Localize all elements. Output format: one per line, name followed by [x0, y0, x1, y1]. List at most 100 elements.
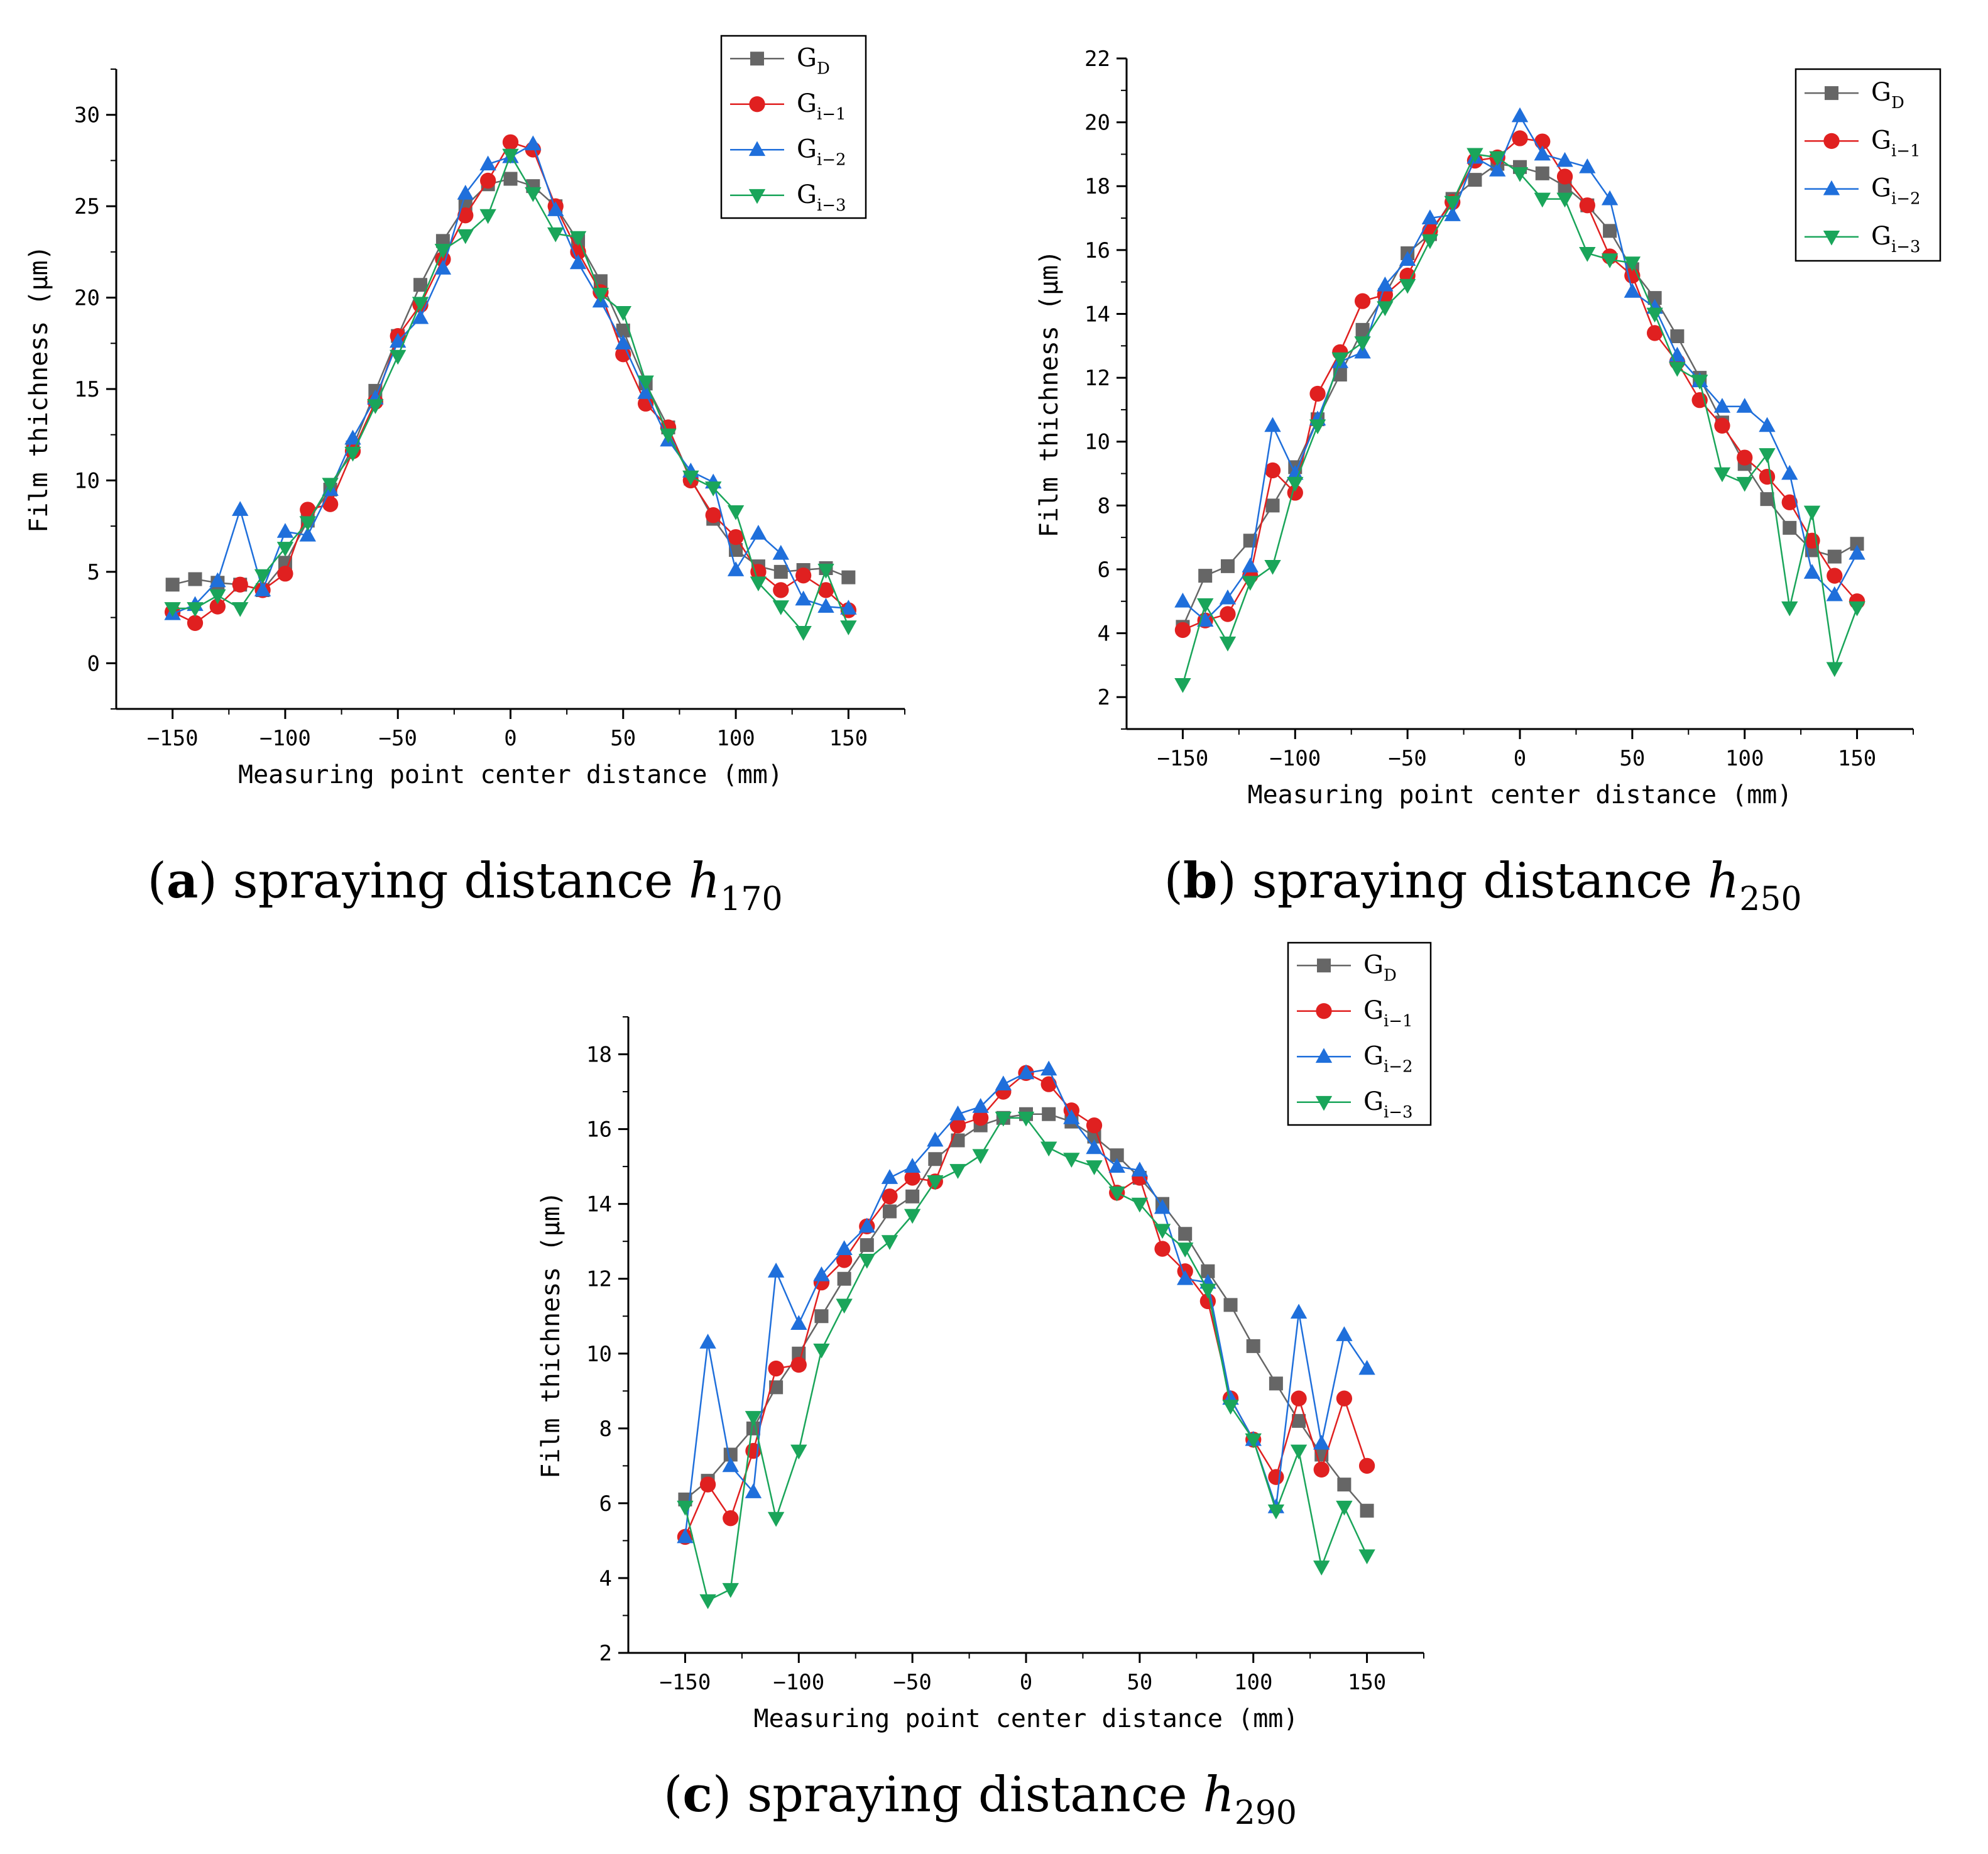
- legend-entry-name: G: [797, 180, 817, 209]
- x-tick-label: −150: [659, 1670, 711, 1695]
- legend-marker: [1823, 180, 1840, 195]
- data-point: [1131, 1197, 1149, 1213]
- data-point: [1534, 145, 1551, 161]
- caption-text: spraying distance: [1252, 853, 1708, 909]
- series-line: [1182, 137, 1858, 631]
- caption-variable: h: [1708, 853, 1739, 909]
- series-G-i−1: [677, 1065, 1375, 1545]
- legend-box: [1794, 68, 1942, 262]
- data-point: [1670, 329, 1685, 344]
- data-point: [750, 525, 767, 540]
- legend-entry-subscript: i−3: [817, 196, 846, 215]
- data-point: [1783, 520, 1797, 535]
- data-point: [1291, 1390, 1307, 1407]
- data-point: [795, 568, 812, 584]
- data-point: [1290, 1444, 1308, 1460]
- data-point: [951, 1133, 965, 1148]
- data-point: [1108, 1186, 1125, 1202]
- data-point: [817, 598, 834, 613]
- data-point: [1174, 677, 1191, 693]
- chart-b: −150 −100 −50 0 50 100 150 2 4 6 8 10 12 14 16 18 20 22 Me…: [1035, 47, 1942, 809]
- legend-entry-subscript: i−2: [1891, 190, 1921, 209]
- legend-marker: [749, 96, 765, 112]
- legend-entry-name: G: [797, 134, 817, 163]
- data-point: [705, 481, 722, 496]
- data-point: [1265, 498, 1280, 513]
- data-point: [840, 600, 857, 615]
- data-point: [1178, 1227, 1193, 1241]
- legend-entry: GD: [1871, 78, 1904, 112]
- y-tick-label: 5: [87, 560, 100, 585]
- series-line: [1182, 114, 1858, 622]
- data-point: [1198, 569, 1213, 583]
- data-point: [1713, 398, 1731, 413]
- x-axis-label: Measuring point center distance (mm): [238, 760, 783, 789]
- data-point: [1336, 1326, 1353, 1341]
- data-point: [616, 323, 630, 337]
- x-tick-label: 150: [1838, 746, 1876, 771]
- data-point: [1154, 1241, 1171, 1257]
- y-tick-label: 12: [586, 1267, 612, 1292]
- legend-marker: [748, 189, 766, 204]
- data-point: [949, 1105, 966, 1121]
- data-point: [699, 1476, 716, 1493]
- data-point: [1669, 361, 1686, 377]
- data-point: [1781, 494, 1798, 510]
- data-point: [1220, 559, 1235, 573]
- data-point: [1736, 398, 1753, 413]
- data-point: [1444, 206, 1461, 221]
- data-point: [1377, 276, 1394, 292]
- x-tick-label: 100: [1234, 1670, 1272, 1695]
- legend-marker: [1825, 86, 1838, 101]
- data-point: [592, 287, 609, 303]
- data-point: [1511, 167, 1529, 182]
- data-point: [1466, 148, 1483, 163]
- data-point: [637, 384, 654, 399]
- data-point: [276, 523, 294, 538]
- data-point: [209, 598, 226, 615]
- data-point: [1512, 130, 1528, 146]
- caption-paren-close: ): [713, 1767, 747, 1823]
- y-tick-label: 16: [586, 1117, 612, 1143]
- data-point: [727, 561, 745, 576]
- legend-entry-name: G: [797, 89, 817, 118]
- data-point: [677, 1528, 694, 1544]
- data-point: [1624, 283, 1641, 298]
- data-point: [1245, 1433, 1262, 1449]
- data-point: [881, 1169, 898, 1184]
- y-tick-label: 0: [87, 651, 100, 676]
- data-point: [949, 1164, 966, 1179]
- data-point: [705, 507, 721, 524]
- y-axis-label: Film thichness (μm): [25, 245, 53, 533]
- data-point: [479, 209, 496, 224]
- x-tick-label: 150: [1348, 1670, 1386, 1695]
- data-point: [1826, 586, 1843, 601]
- data-point: [1246, 1339, 1260, 1353]
- data-point: [1534, 133, 1551, 150]
- data-point: [1290, 1303, 1308, 1319]
- legend-entry: Gi−2: [1871, 174, 1921, 209]
- y-tick-label: 6: [1098, 557, 1110, 583]
- x-tick-label: 0: [1514, 746, 1526, 771]
- legend-entry-subscript: i−3: [1384, 1103, 1413, 1122]
- y-tick-label: 14: [1084, 302, 1110, 327]
- data-point: [1421, 209, 1439, 224]
- data-point: [972, 1098, 989, 1113]
- data-point: [1358, 1359, 1375, 1375]
- chart-a: −150 −100 −50 0 50 100 150 0 5 10 15 20 25 30 Measurin…: [25, 35, 905, 789]
- data-point: [367, 399, 384, 414]
- data-point: [300, 502, 316, 518]
- caption-paren-open: (: [147, 853, 166, 909]
- data-point: [1042, 1107, 1056, 1121]
- data-point: [1468, 173, 1482, 187]
- data-point: [1174, 622, 1191, 639]
- caption-paren-open: (: [664, 1767, 682, 1823]
- data-point: [1331, 352, 1349, 368]
- data-point: [1197, 612, 1214, 627]
- y-tick-label: 25: [74, 194, 100, 219]
- data-point: [1556, 168, 1573, 185]
- data-point: [1287, 476, 1304, 492]
- series-line: [684, 1068, 1368, 1537]
